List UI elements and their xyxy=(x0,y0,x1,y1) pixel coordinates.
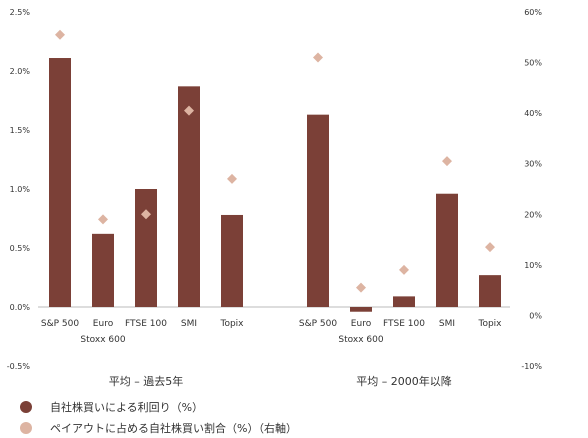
diamond-point xyxy=(485,242,495,253)
legend-label: ペイアウトに占める自社株買い割合（%）（右軸） xyxy=(50,422,297,435)
legend-swatch-circle xyxy=(20,422,32,434)
group-label: 平均 – 過去5年 xyxy=(109,374,184,388)
right-axis-tick-label: 20% xyxy=(524,210,542,219)
diamond-point xyxy=(184,105,194,116)
right-axis-tick-label: -10% xyxy=(521,362,542,371)
bar xyxy=(479,275,501,307)
category-label: Stoxx 600 xyxy=(338,335,383,345)
diamond-point xyxy=(98,214,108,225)
right-axis-tick-label: 50% xyxy=(524,59,542,68)
diamond-series xyxy=(55,29,495,293)
right-axis-tick-label: 60% xyxy=(524,8,542,17)
group-labels: 平均 – 過去5年 平均 – 2000年以降 xyxy=(109,374,452,388)
category-label: Topix xyxy=(219,319,244,329)
legend-swatch-circle xyxy=(20,401,32,413)
category-label: Stoxx 600 xyxy=(80,335,125,345)
legend-item-buyback-share: ペイアウトに占める自社株買い割合（%）（右軸） xyxy=(20,420,297,436)
left-axis-tick-label: 1.0% xyxy=(10,185,31,194)
right-axis-tick-label: 30% xyxy=(524,160,542,169)
left-axis-tick-label: 2.5% xyxy=(10,8,31,17)
bar xyxy=(350,307,372,312)
bar xyxy=(178,86,200,307)
left-axis-ticks: 2.5% 2.0% 1.5% 1.0% 0.5% 0.0% -0.5% xyxy=(7,8,31,371)
diamond-point xyxy=(313,52,323,63)
right-axis-ticks: 60% 50% 40% 30% 20% 10% 0% -10% xyxy=(521,8,542,371)
category-label: FTSE 100 xyxy=(383,319,425,329)
category-label: S&P 500 xyxy=(41,319,79,329)
legend-label: 自社株買いによる利回り（%） xyxy=(50,401,204,414)
left-axis-tick-label: -0.5% xyxy=(7,362,31,371)
bar xyxy=(307,114,329,307)
category-label: Euro xyxy=(351,319,372,329)
bar xyxy=(92,233,114,307)
bar xyxy=(393,296,415,307)
left-axis-tick-label: 0.5% xyxy=(10,244,31,253)
left-axis-tick-label: 1.5% xyxy=(10,126,31,135)
left-axis-tick-label: 0.0% xyxy=(10,303,31,312)
right-axis-tick-label: 0% xyxy=(529,311,542,320)
legend-item-buyback-yield: 自社株買いによる利回り（%） xyxy=(20,399,203,415)
category-label: S&P 500 xyxy=(299,319,337,329)
bar xyxy=(49,58,71,307)
bar-series xyxy=(49,58,501,312)
category-label: Topix xyxy=(477,319,502,329)
diamond-point xyxy=(399,264,409,275)
right-axis-tick-label: 10% xyxy=(524,261,542,270)
diamond-point xyxy=(227,173,237,184)
category-label: FTSE 100 xyxy=(125,319,167,329)
bar xyxy=(221,214,243,307)
diamond-point xyxy=(356,282,366,293)
category-label: SMI xyxy=(181,319,197,329)
group-label: 平均 – 2000年以降 xyxy=(356,374,452,388)
category-label: SMI xyxy=(439,319,455,329)
category-label: Euro xyxy=(93,319,114,329)
bar xyxy=(135,189,157,307)
bar xyxy=(436,193,458,307)
left-axis-tick-label: 2.0% xyxy=(10,67,31,76)
diamond-point xyxy=(442,156,452,167)
chart: 2.5% 2.0% 1.5% 1.0% 0.5% 0.0% -0.5% 60% 50% 40% 3… xyxy=(7,8,543,388)
diamond-point xyxy=(141,209,151,220)
diamond-point xyxy=(55,29,65,40)
right-axis-tick-label: 40% xyxy=(524,109,542,118)
